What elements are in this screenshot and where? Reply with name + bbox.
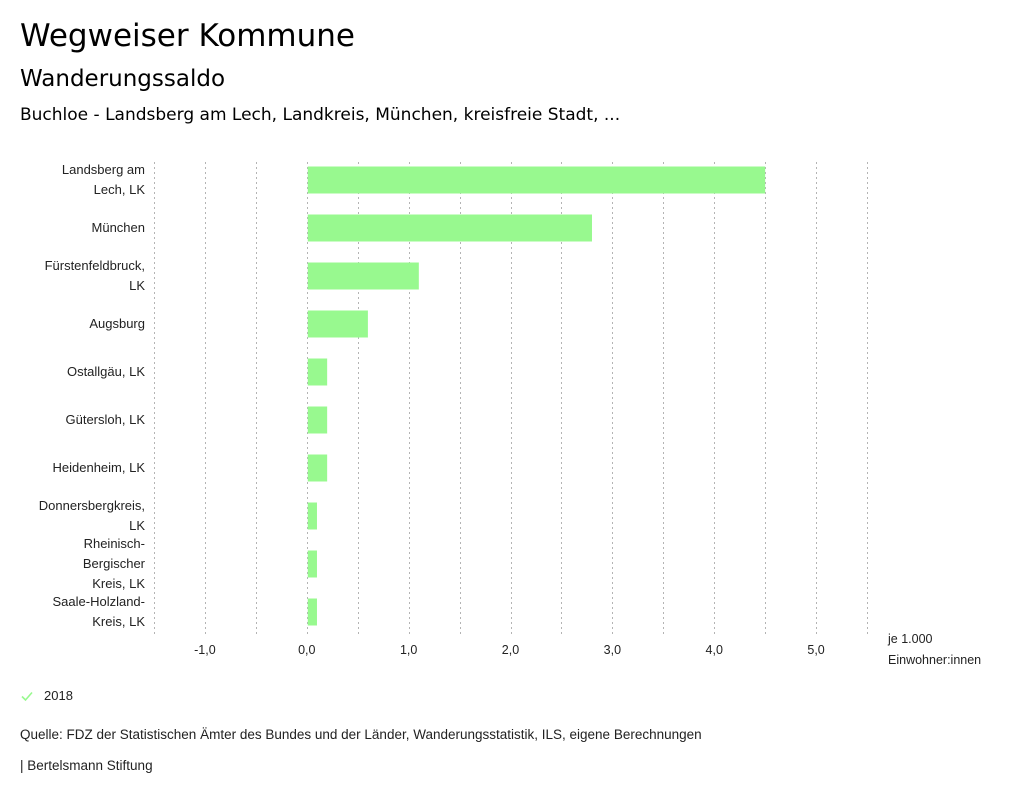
x-axis-unit: je 1.000 Einwohner:innen — [887, 632, 981, 667]
x-tick-label: 1,0 — [400, 643, 417, 657]
bar[interactable] — [307, 454, 328, 482]
bars — [307, 166, 766, 626]
chart-title: Wanderungssaldo — [20, 66, 226, 92]
x-tick-label: 0,0 — [298, 643, 315, 657]
bar-chart: Landsberg am Lech, LK München Fürstenfeldbr… — [39, 162, 981, 667]
check-icon — [21, 691, 33, 701]
x-axis-label: je 1.000 — [887, 632, 933, 646]
bar[interactable] — [307, 166, 766, 194]
category-label: Gütersloh, LK — [66, 412, 146, 427]
legend-item-2018[interactable]: 2018 — [20, 688, 73, 703]
grid-lines — [154, 162, 868, 636]
bar[interactable] — [307, 262, 419, 290]
bar[interactable] — [307, 502, 317, 530]
source-note: Quelle: FDZ der Statistischen Ämter des … — [20, 727, 702, 742]
bar[interactable] — [307, 598, 317, 626]
category-label: München — [92, 220, 145, 235]
category-label: Fürstenfeldbruck, LK — [45, 258, 146, 293]
category-label: Ostallgäu, LK — [67, 364, 145, 379]
category-label: Rheinisch-Bergischer Kreis, LK — [83, 536, 146, 591]
bar[interactable] — [307, 550, 317, 578]
x-axis-label: Einwohner:innen — [888, 653, 981, 667]
category-label: Landsberg am Lech, LK — [62, 162, 145, 197]
category-label: Donnersbergkreis, LK — [39, 498, 146, 533]
x-tick-labels: -1,0 0,0 1,0 2,0 3,0 4,0 5,0 — [194, 643, 825, 657]
category-labels: Landsberg am Lech, LK München Fürstenfeldbr… — [39, 162, 146, 629]
bar[interactable] — [307, 214, 592, 242]
bar[interactable] — [307, 358, 328, 386]
region-selection: Buchloe - Landsberg am Lech, Landkreis, … — [20, 105, 621, 125]
x-tick-label: -1,0 — [194, 643, 216, 657]
bar[interactable] — [307, 310, 368, 338]
bar[interactable] — [307, 406, 328, 434]
category-label: Heidenheim, LK — [53, 460, 146, 475]
legend-label: 2018 — [44, 688, 73, 703]
x-tick-label: 3,0 — [604, 643, 621, 657]
x-tick-label: 2,0 — [502, 643, 519, 657]
category-label: Augsburg — [89, 316, 145, 331]
category-label: Saale-Holzland-Kreis, LK — [53, 594, 146, 629]
x-tick-label: 5,0 — [807, 643, 824, 657]
app-title: Wegweiser Kommune — [20, 18, 355, 54]
brand-note: | Bertelsmann Stiftung — [20, 758, 153, 773]
x-tick-label: 4,0 — [706, 643, 723, 657]
